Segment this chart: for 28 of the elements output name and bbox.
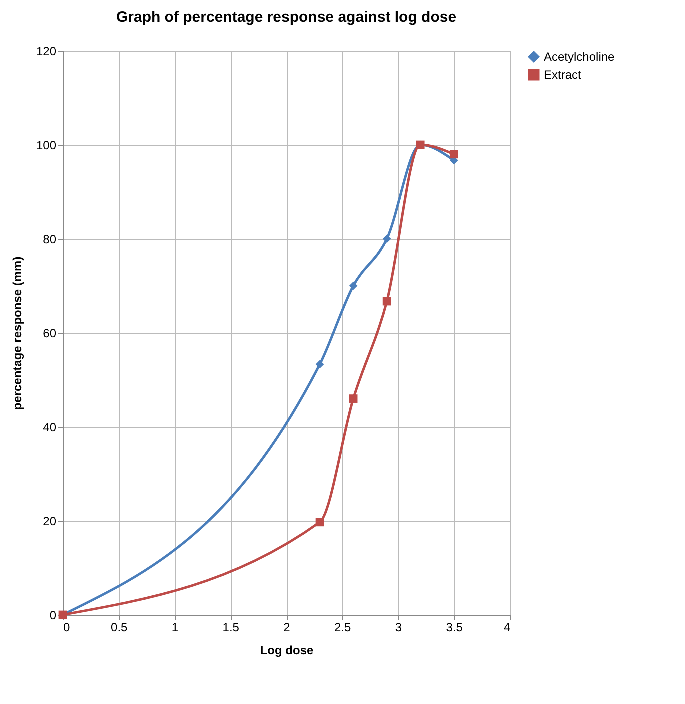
- x-tick-label: 0.5: [111, 620, 128, 634]
- x-tick-label: 0: [64, 620, 70, 634]
- y-tick-label: 0: [50, 608, 57, 622]
- point: [316, 360, 324, 369]
- y-tick-label: 20: [43, 514, 57, 528]
- point: [349, 282, 358, 290]
- y-tick-label: 80: [43, 232, 57, 246]
- x-tick-label: 2.5: [334, 620, 352, 634]
- point: [349, 394, 358, 403]
- x-tick-label: 3: [395, 620, 402, 634]
- legend-label: Extract: [544, 68, 582, 82]
- x-tick-label: 4: [504, 620, 511, 634]
- legend-label: Acetylcholine: [544, 50, 616, 64]
- y-axis-title: percentage response (mm): [10, 256, 24, 410]
- x-tick-label: 2: [284, 620, 291, 634]
- point: [382, 297, 392, 306]
- point: [382, 234, 392, 244]
- chart-title: Graph of percentage response against log dose: [116, 9, 457, 26]
- y-tick-label: 60: [43, 326, 57, 340]
- y-tick-label: 100: [36, 138, 57, 152]
- x-axis-title: Log dose: [260, 644, 314, 658]
- x-tick-label: 1.5: [222, 620, 240, 634]
- y-tick-label: 40: [43, 420, 57, 434]
- y-tick-label: 120: [36, 44, 57, 58]
- x-tick-label: 3.5: [446, 620, 464, 634]
- x-tick-label: 1: [172, 620, 179, 634]
- point: [316, 518, 324, 527]
- point: [450, 150, 458, 159]
